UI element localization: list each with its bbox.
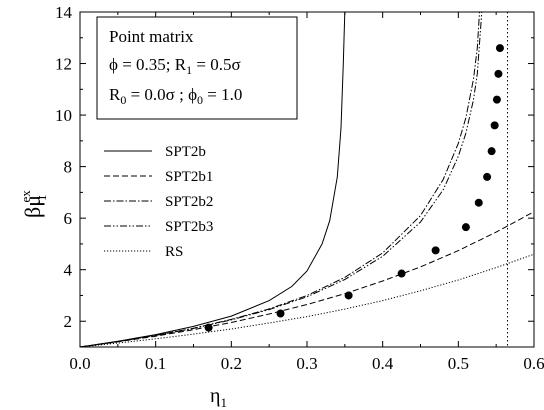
data-point [483,172,492,181]
y-axis-label: βμ1ex [18,190,49,218]
annotation-title: Point matrix [109,27,194,46]
data-point [490,121,499,130]
x-tick-label: 0.4 [372,354,394,373]
legend-label-spt2b1: SPT2b1 [165,169,213,185]
series-line-rs [79,253,535,348]
legend-label-spt2b: SPT2b [165,144,206,160]
y-tick-label: 6 [64,209,73,228]
data-point [494,69,503,78]
data-point [204,323,213,332]
data-point [474,198,483,207]
series-line-spt2b2 [79,11,480,348]
series-layer [79,11,535,348]
annotation-line1: ϕ = 0.35; R1 = 0.5σ [109,55,241,77]
annotation-box: Point matrix ϕ = 0.35; R1 = 0.5σ R0 = 0.… [96,16,298,120]
x-tick-label: 0.3 [296,354,317,373]
legend: SPT2b SPT2b1 SPT2b2 SPT2b3 RS [104,144,213,260]
y-tick-label: 2 [64,312,73,331]
y-axis-ticks: 2 4 6 8 10 12 14 [55,3,534,348]
data-point [276,309,285,318]
x-tick-label: 0.5 [448,354,469,373]
legend-label-spt2b3: SPT2b3 [165,219,213,235]
data-point [344,291,353,300]
legend-label-rs: RS [165,244,183,260]
x-axis-label: η1 [210,385,227,410]
series-line-spt2b1 [79,211,535,348]
data-point [461,223,470,232]
y-tick-label: 10 [55,106,72,125]
data-point [492,95,501,104]
y-tick-label: 4 [64,261,73,280]
y-tick-label: 14 [55,3,73,22]
series-line-spt2b [79,11,346,348]
legend-label-spt2b2: SPT2b2 [165,194,213,210]
x-axis-ticks: 0.0 0.1 0.2 0.3 0.4 0.5 0.6 [69,12,544,373]
x-tick-label: 0.2 [221,354,242,373]
y-tick-label: 12 [55,55,72,74]
x-tick-label: 0.1 [145,354,166,373]
y-tick-label: 8 [64,158,73,177]
x-tick-label: 0.6 [523,354,544,373]
points-layer [204,44,504,332]
data-point [431,246,440,255]
data-point [487,147,496,156]
x-tick-label: 0.0 [69,354,90,373]
annotation-line2: R0 = 0.0σ ; ϕ0 = 1.0 [109,85,242,107]
data-point [397,269,406,278]
data-point [495,44,504,53]
